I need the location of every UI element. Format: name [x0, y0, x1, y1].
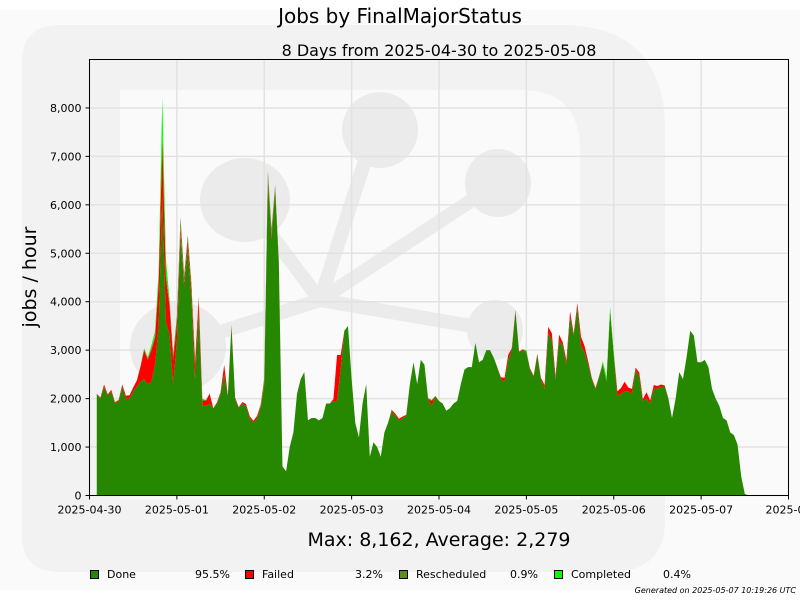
legend-label-done: Done [107, 568, 136, 581]
legend-swatch-failed [245, 570, 254, 579]
x-tick-label: 2025-05-02 [232, 504, 296, 517]
legend-label-completed: Completed [571, 568, 631, 581]
area-series-failed [96, 138, 749, 496]
y-tick-label: 3,000 [50, 344, 82, 357]
chart-subtitle: 8 Days from 2025-04-30 to 2025-05-08 [281, 41, 597, 60]
area-series-completed [96, 97, 749, 496]
legend-swatch-rescheduled [399, 570, 408, 579]
y-tick-label: 0 [75, 490, 82, 503]
x-tick-label: 2025-05 [766, 504, 800, 517]
y-tick-label: 2,000 [50, 393, 82, 406]
legend-label-failed: Failed [262, 568, 294, 581]
legend-swatch-done [90, 570, 99, 579]
y-tick-label: 5,000 [50, 247, 82, 260]
summary-stats: Max: 8,162, Average: 2,279 [307, 529, 571, 551]
x-tick-label: 2025-05-05 [494, 504, 558, 517]
x-tick-label: 2025-05-01 [145, 504, 209, 517]
legend-percent-rescheduled: 0.9% [510, 568, 538, 581]
chart-title: Jobs by FinalMajorStatus [278, 4, 522, 28]
legend-percent-failed: 3.2% [355, 568, 383, 581]
x-tick-label: 2025-05-03 [320, 504, 384, 517]
y-tick-label: 1,000 [50, 441, 82, 454]
x-tick-label: 2025-04-30 [58, 504, 122, 517]
area-series-done [96, 180, 749, 496]
legend-label-rescheduled: Rescheduled [416, 568, 487, 581]
x-tick-label: 2025-05-04 [407, 504, 471, 517]
generated-timestamp: Generated on 2025-05-07 10:19:26 UTC [634, 586, 796, 595]
y-tick-label: 4,000 [50, 296, 82, 309]
stacked-areas [96, 97, 749, 496]
y-tick-label: 6,000 [50, 199, 82, 212]
x-tick-label: 2025-05-06 [582, 504, 646, 517]
legend-percent-completed: 0.4% [663, 568, 691, 581]
y-tick-label: 7,000 [50, 150, 82, 163]
legend-percent-done: 95.5% [195, 568, 230, 581]
legend-swatch-completed [554, 570, 563, 579]
axis-ticks: 2025-04-30 2025-05-01 2025-05-02 2025-05-03… [50, 102, 800, 517]
y-tick-label: 8,000 [50, 102, 82, 115]
x-tick-label: 2025-05-07 [669, 504, 733, 517]
